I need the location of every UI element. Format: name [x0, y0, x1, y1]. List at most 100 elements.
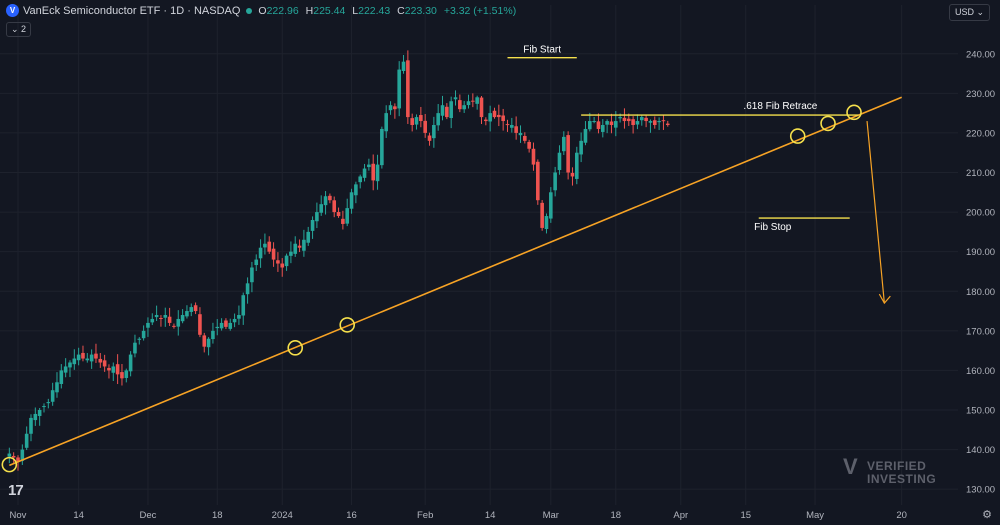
candle-body	[349, 192, 354, 209]
candle-body	[211, 330, 215, 340]
candle-body	[475, 97, 479, 104]
candle-body	[462, 105, 466, 110]
touch-point-circle	[287, 340, 304, 356]
y-tick-label: 240.00	[966, 49, 995, 60]
candle-body	[466, 101, 471, 106]
candle-body	[449, 101, 453, 119]
candle-body	[358, 176, 363, 183]
candle-body	[89, 354, 94, 362]
x-tick-label: 20	[896, 510, 907, 521]
currency-selector[interactable]: USD ⌄	[948, 4, 990, 21]
candle-body	[237, 315, 241, 319]
candle-body	[566, 135, 570, 173]
candle-body	[401, 61, 406, 71]
x-tick-label: Nov	[10, 510, 27, 521]
x-tick-label: Apr	[673, 510, 688, 521]
candle-body	[587, 121, 592, 130]
candle-body	[367, 164, 371, 168]
candle-body	[562, 136, 566, 152]
candle-body	[306, 231, 311, 243]
candle-body	[167, 316, 172, 323]
candle-body	[492, 110, 497, 118]
candle-body	[146, 322, 150, 328]
candle-body	[258, 247, 263, 259]
x-tick-label: 18	[610, 510, 621, 521]
y-tick-label: 160.00	[966, 366, 995, 377]
change-value: +3.32 (+1.51%)	[443, 4, 517, 17]
candle-body	[323, 196, 328, 206]
candle-body	[553, 172, 557, 191]
watermark-line2: INVESTING	[867, 472, 937, 486]
y-tick-label: 200.00	[966, 208, 995, 219]
candle-body	[137, 338, 142, 340]
y-tick-label: 230.00	[966, 89, 995, 100]
trendline	[9, 96, 902, 467]
tradingview-logo-icon[interactable]: 17	[8, 482, 24, 499]
candle-body	[397, 69, 401, 109]
candle-body	[665, 123, 670, 125]
candle-body	[215, 326, 220, 329]
chart-header: V VanEck Semiconductor ETF · 1D · NASDAQ…	[6, 4, 520, 17]
candle-body	[42, 406, 46, 408]
candle-body	[128, 354, 133, 372]
candle-body	[46, 402, 51, 404]
candle-body	[189, 307, 194, 312]
symbol-title[interactable]: VanEck Semiconductor ETF · 1D · NASDAQ	[23, 4, 241, 17]
candle-body	[85, 358, 90, 361]
candle-body	[523, 135, 527, 141]
candle-body	[479, 97, 484, 118]
candle-body	[254, 259, 259, 266]
x-tick-label: Feb	[417, 510, 433, 521]
candle-body	[592, 121, 596, 123]
x-tick-label: Mar	[543, 510, 559, 521]
candle-body	[371, 163, 376, 181]
candle-body	[427, 135, 432, 141]
candle-body	[193, 305, 198, 312]
candle-body	[527, 141, 531, 149]
indicator-toggle-button[interactable]: ⌄ 2	[6, 22, 32, 37]
candle-body	[72, 358, 77, 365]
symbol-logo-icon[interactable]: V	[6, 4, 19, 17]
candle-body	[453, 97, 458, 100]
high-key: H	[305, 4, 314, 17]
candle-body	[180, 315, 185, 322]
candle-body	[176, 318, 181, 327]
candle-body	[609, 121, 614, 125]
candle-body	[293, 243, 298, 254]
candle-body	[206, 338, 211, 348]
candle-body	[185, 311, 189, 317]
candle-body	[657, 121, 661, 123]
settings-gear-icon[interactable]: ⚙	[982, 509, 992, 521]
candle-body	[124, 370, 129, 378]
candle-body	[271, 248, 276, 260]
y-tick-label: 150.00	[966, 406, 995, 417]
candle-body	[388, 105, 393, 111]
watermark-text: VERIFIED INVESTING	[867, 460, 936, 486]
candle-body	[280, 263, 285, 268]
candle-body	[310, 220, 315, 231]
candle-body	[613, 121, 618, 128]
candle-body	[622, 117, 627, 122]
candle-body	[232, 318, 237, 323]
y-tick-label: 220.00	[966, 128, 995, 139]
candle-body	[440, 105, 445, 116]
y-tick-label: 130.00	[966, 485, 995, 496]
candle-body	[172, 325, 176, 327]
candle-body	[575, 152, 579, 179]
candle-body	[471, 100, 475, 102]
candle-body	[55, 382, 59, 393]
candle-body	[159, 318, 163, 320]
projection-arrow-head	[878, 293, 891, 305]
x-tick-label: Dec	[139, 510, 156, 521]
candle-body	[393, 106, 397, 110]
projection-arrow-shaft	[866, 120, 885, 304]
candle-body	[297, 245, 302, 248]
watermark-line1: VERIFIED	[867, 459, 927, 473]
candle-body	[20, 449, 25, 461]
candle-body	[228, 322, 233, 329]
candle-body	[661, 120, 666, 122]
candle-body	[557, 152, 562, 171]
candle-body	[224, 320, 228, 327]
candle-body	[81, 352, 85, 359]
